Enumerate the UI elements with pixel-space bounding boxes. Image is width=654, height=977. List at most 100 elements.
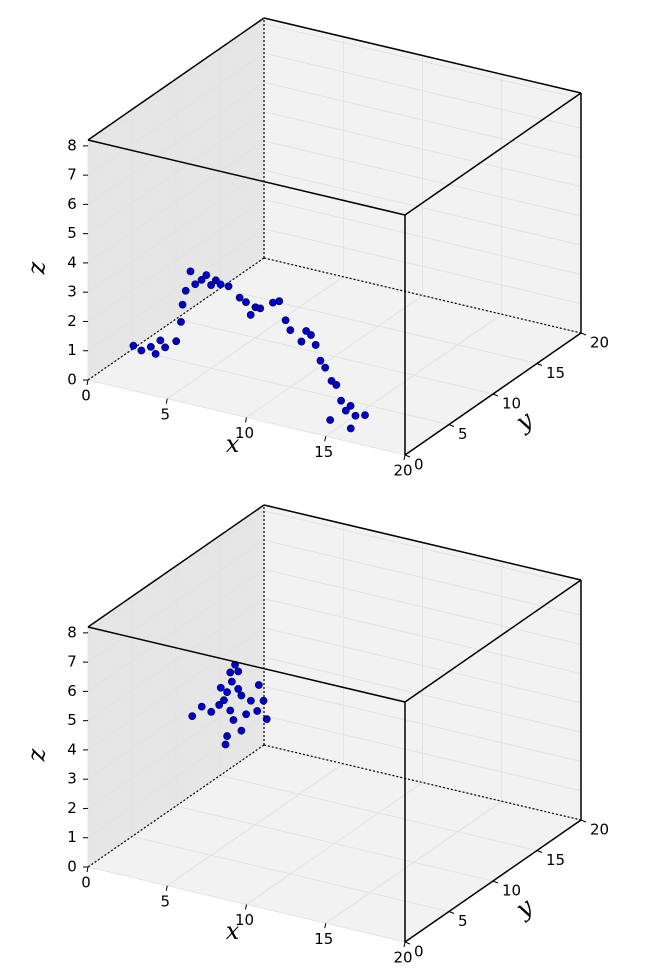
grid-line: [175, 805, 494, 882]
z-tick-label: 5: [67, 224, 77, 242]
x-tick-label: 20: [393, 462, 412, 480]
grid-line: [87, 169, 265, 293]
data-point: [188, 712, 197, 721]
grid-line: [87, 686, 265, 809]
z-tick-label: 1: [67, 341, 77, 359]
data-point: [202, 271, 211, 280]
y-tick-label: 15: [546, 851, 565, 869]
y-tick-label: 20: [590, 334, 609, 352]
data-point: [361, 411, 369, 420]
z-tick-label: 7: [67, 653, 77, 671]
data-point: [129, 341, 138, 350]
grid-line: [87, 111, 265, 234]
y-tick-label: 0: [414, 943, 424, 961]
tick-mark: [580, 332, 587, 336]
data-point: [216, 683, 225, 692]
grid-line: [87, 510, 265, 634]
grid-line: [175, 318, 494, 395]
z-tick-label: 8: [67, 623, 77, 641]
data-point: [146, 343, 155, 351]
data-point: [216, 280, 225, 289]
data-point: [242, 298, 250, 306]
y-tick-label: 10: [502, 395, 521, 413]
tick-mark: [403, 454, 406, 461]
data-point: [223, 732, 232, 740]
grid-line: [87, 82, 265, 205]
box-edge: [263, 504, 582, 581]
data-point: [326, 416, 335, 424]
grid-line: [87, 228, 265, 352]
tick-mark: [403, 941, 406, 948]
data-point: [226, 706, 235, 715]
grid-line: [87, 627, 265, 751]
data-point: [281, 316, 290, 325]
y-tick-label: 5: [458, 912, 468, 930]
tick-mark: [324, 923, 327, 929]
grid-line: [263, 569, 582, 645]
grid-line: [87, 598, 265, 721]
tick-mark: [165, 885, 168, 891]
data-point: [226, 668, 235, 677]
box-edge: [87, 626, 406, 703]
data-point: [242, 710, 251, 719]
box-edge: [263, 17, 582, 94]
data-point: [151, 349, 160, 358]
data-point: [191, 280, 200, 289]
z-tick-label: 2: [67, 312, 77, 330]
x-axis-label: x: [226, 430, 240, 458]
grid-line: [263, 257, 582, 334]
data-point: [259, 696, 268, 705]
data-point: [229, 716, 238, 724]
grid-line: [263, 52, 582, 129]
tick-mark: [492, 880, 499, 884]
z-tick-label: 6: [67, 682, 77, 700]
data-point: [351, 411, 360, 420]
data-point: [346, 424, 355, 433]
data-point: [268, 298, 277, 307]
grid-line: [87, 569, 265, 692]
grid-line: [263, 598, 582, 675]
y-tick-label: 0: [414, 456, 424, 474]
y-tick-label: 5: [458, 425, 468, 443]
data-point: [246, 311, 255, 319]
grid-line: [263, 510, 582, 587]
grid-line: [87, 52, 265, 176]
data-point: [237, 691, 246, 700]
grid-line: [87, 140, 265, 264]
x-tick-label: 10: [235, 424, 254, 442]
grid-line: [263, 23, 582, 100]
data-point: [311, 341, 320, 349]
data-point: [337, 396, 345, 405]
tick-mark: [536, 363, 543, 366]
grid-line: [263, 82, 582, 158]
z-axis-label: z: [23, 261, 51, 275]
data-point: [177, 317, 185, 326]
data-point: [137, 346, 146, 355]
z-tick-label: 7: [67, 166, 77, 184]
z-tick-label: 6: [67, 195, 77, 213]
grid-line: [263, 627, 582, 704]
grid-line: [87, 656, 265, 780]
tick-mark: [324, 436, 327, 442]
data-point: [181, 286, 190, 295]
box-edge: [87, 17, 265, 141]
x-tick-label: 20: [393, 949, 412, 967]
z-tick-label: 5: [67, 711, 77, 729]
x-tick-label: 0: [81, 387, 91, 405]
data-point: [224, 282, 233, 291]
x-tick-label: 15: [314, 443, 333, 461]
grid-line: [131, 836, 450, 912]
y-tick-label: 15: [546, 364, 565, 382]
grid-line: [263, 744, 582, 821]
z-tick-label: 3: [67, 283, 77, 301]
z-axis-label: z: [23, 748, 51, 762]
data-point: [178, 300, 187, 309]
grid-line: [87, 199, 265, 322]
data-point: [341, 406, 350, 415]
data-point: [172, 337, 181, 346]
data-point: [286, 326, 295, 335]
data-point: [207, 281, 215, 289]
